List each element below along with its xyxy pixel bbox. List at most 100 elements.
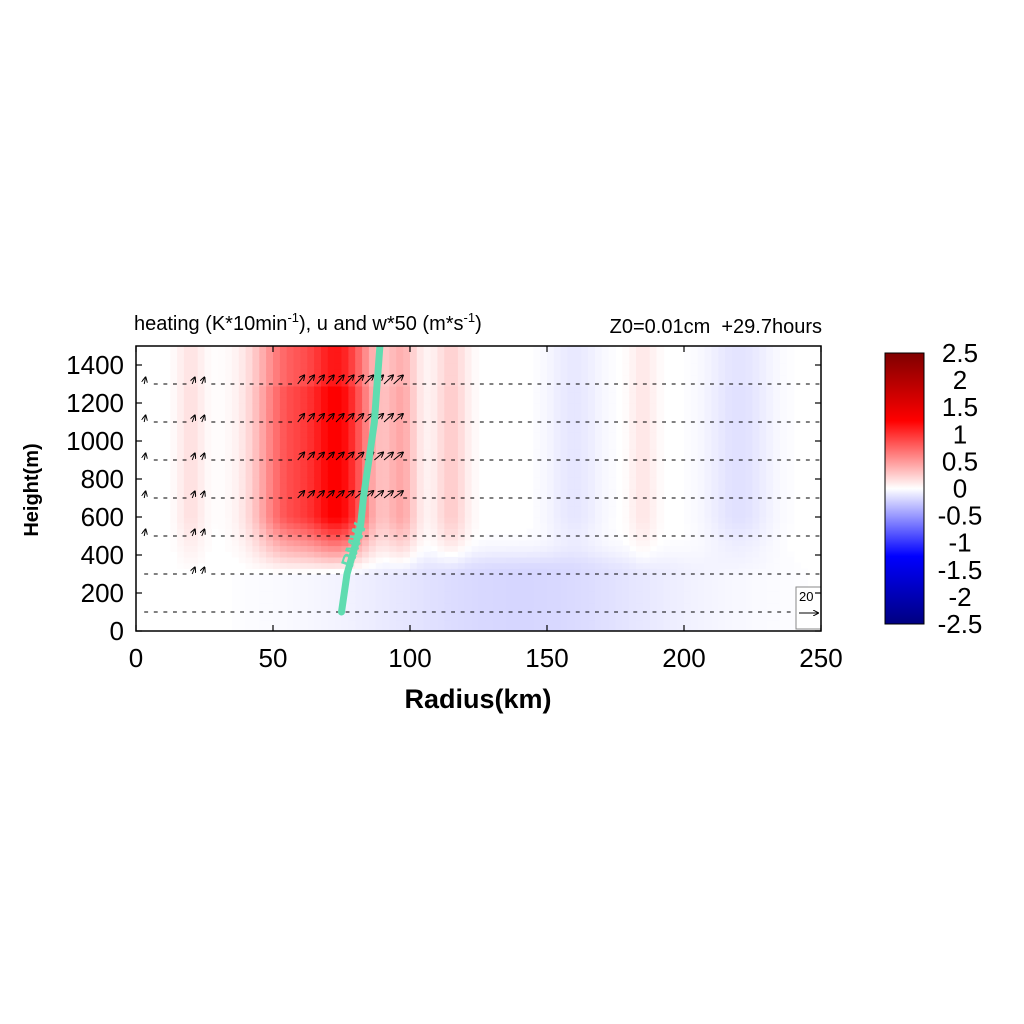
heat-cell [327,408,336,415]
wind-vector [316,453,324,461]
heat-cell [574,619,582,626]
heat-cell [629,568,637,575]
heat-cell [211,488,219,495]
heat-cell [629,420,637,427]
heat-cell [190,357,199,364]
heat-cell [218,414,226,421]
heat-cell [423,363,432,370]
heat-cell [773,420,781,427]
heat-cell [286,357,295,364]
heat-cell [779,414,788,421]
heat-cell [690,380,699,387]
heat-cell [437,477,445,484]
heat-cell [334,545,343,552]
heat-cell [252,585,260,592]
heat-cell [430,556,438,564]
heat-cell [752,346,760,353]
heat-cell [622,408,630,415]
heat-cell [649,414,658,421]
heat-cell [314,545,322,552]
heat-cell [540,613,548,621]
heat-cell [177,539,185,547]
heat-cell [547,511,555,518]
heat-cell [451,522,459,529]
heat-cell [382,568,390,575]
heat-cell [732,625,740,631]
heat-cell [403,380,411,387]
heat-cell [690,596,699,604]
heat-cell [608,351,617,358]
heat-cell [211,511,219,518]
heat-cell [457,357,466,364]
heat-cell [636,579,644,586]
heat-cell [711,562,719,569]
heat-cell [286,482,295,490]
heat-cell [471,391,480,398]
heat-cell [238,408,247,415]
heat-cell [423,477,432,484]
heat-cell [307,602,315,609]
heat-cell [759,448,767,455]
heat-cell [334,385,343,393]
heat-cell [293,522,301,529]
heat-cell [307,625,315,631]
heat-cell [697,562,706,569]
heat-cell [574,625,582,631]
heat-cell [690,431,699,438]
heat-cell [321,363,329,370]
heat-cell [286,619,295,626]
heat-cell [457,517,466,524]
heat-cell [553,482,562,490]
heat-cell [581,385,589,393]
heat-cell [779,608,788,615]
heat-cell [588,357,596,364]
heat-cell [574,568,582,575]
heat-cell [745,408,754,415]
heat-cell [252,625,260,631]
heat-cell [697,517,706,524]
heat-cell [718,517,726,524]
heat-cell [444,517,452,524]
colorbar-label: -0.5 [938,501,983,531]
heat-cell [622,568,630,575]
heat-cell [711,403,719,410]
heat-cell [286,539,295,547]
heat-cell [663,545,671,552]
heat-cell [355,625,363,631]
heat-cell [759,363,767,370]
heat-cell [759,625,767,631]
heat-cell [759,482,767,490]
heat-cell [786,403,795,410]
heat-cell [355,385,363,393]
heat-cell [608,403,617,410]
heat-cell [314,431,322,438]
heat-cell [245,414,253,421]
heat-cell [690,522,699,529]
heat-cell [177,385,185,393]
heat-cell [451,608,459,615]
heat-cell [690,425,699,433]
heat-cell [314,562,322,569]
heat-cell [211,494,219,501]
heat-cell [567,471,575,478]
heat-cell [505,539,514,547]
heat-cell [690,499,699,507]
heat-cell [656,551,665,558]
heat-cell [533,363,541,370]
heat-cell [334,517,343,524]
heat-cell [464,556,473,564]
heat-cell [197,517,206,524]
heat-cell [327,346,336,353]
heat-cell [423,420,432,427]
heat-cell [321,625,329,631]
heat-cell [718,545,726,552]
heat-cell [451,363,459,370]
heat-cell [478,579,486,586]
heat-cell [368,357,377,364]
heat-cell [307,534,315,541]
heat-cell [430,408,438,415]
heat-cell [437,363,445,370]
heat-cell [629,351,637,358]
heat-cell [396,391,404,398]
heat-cell [471,522,480,529]
